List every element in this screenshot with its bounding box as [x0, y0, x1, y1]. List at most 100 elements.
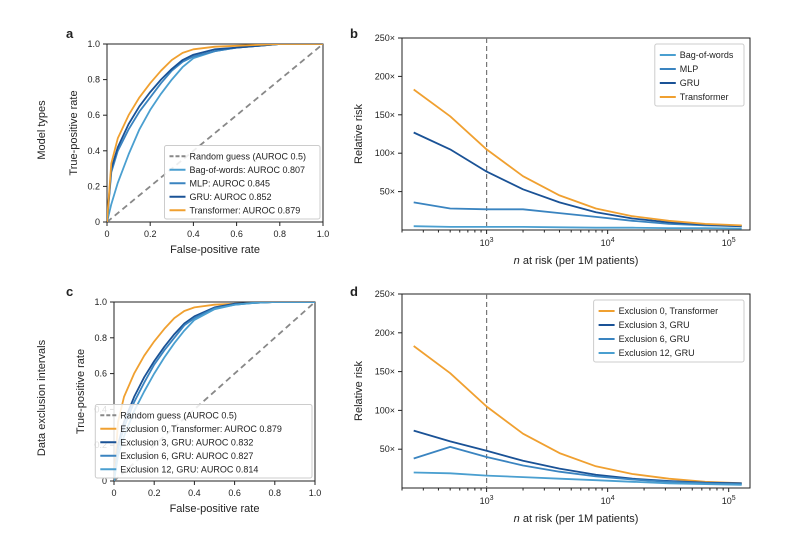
row-label-top: Model types: [36, 100, 48, 160]
series-line: [413, 446, 742, 485]
legend-label: Exclusion 3, GRU: [619, 320, 690, 330]
legend: Exclusion 0, Transformer Exclusion 3, GRU…: [593, 299, 745, 363]
y-axis-label: True-positive rate: [68, 90, 80, 175]
legend: Random guess (AUROC 0.5) Bag-of-words: AU…: [164, 145, 321, 220]
legend-label: Bag-of-words: AUROC 0.807: [190, 165, 306, 175]
series-line: [413, 131, 742, 228]
legend-label: Transformer: AUROC 0.879: [190, 205, 301, 215]
plot-frame: [106, 43, 324, 223]
legend-label: Bag-of-words: [680, 50, 734, 60]
y-tick-label: 200×: [375, 328, 395, 338]
panel-letter: c: [66, 284, 73, 299]
legend-label: Random guess (AUROC 0.5): [190, 151, 307, 161]
panel-c: c00.20.40.60.81.000.20.40.60.81.0False-p…: [66, 284, 321, 515]
legend-label: GRU: AUROC 0.852: [190, 192, 272, 202]
legend-label: Exclusion 0, Transformer: [619, 306, 719, 316]
y-tick-label: 200×: [375, 71, 395, 81]
y-axis-label: Relative risk: [353, 361, 365, 421]
legend-label: Transformer: [680, 92, 729, 102]
panel-letter: b: [350, 26, 358, 41]
legend-label: Exclusion 6, GRU: [619, 334, 690, 344]
legend-label: Random guess (AUROC 0.5): [120, 410, 237, 420]
series-group: [413, 345, 742, 486]
x-tick-label: 0.2: [144, 229, 157, 239]
y-tick-label: 250×: [375, 289, 395, 299]
panel-d: d 250× 200× 150× 100× 50× 103 104 105 n at risk (…: [350, 284, 751, 525]
x-tick-label: 0.2: [148, 488, 161, 498]
x-tick-label: 0: [104, 229, 109, 239]
legend-label: Exclusion 3, GRU: AUROC 0.832: [120, 437, 253, 447]
row-label-bottom: Data exclusion intervals: [36, 339, 48, 456]
y-tick-label: 0.6: [87, 110, 100, 120]
x-axis-label: False-positive rate: [170, 244, 260, 256]
legend-label: MLP: [680, 64, 699, 74]
series-group: [107, 44, 323, 222]
y-tick-label: 0.4: [87, 146, 100, 156]
x-tick-label: 0: [111, 488, 116, 498]
legend-label: Exclusion 12, GRU: [619, 348, 695, 358]
x-tick-label: 103: [480, 495, 494, 506]
x-tick-label: 0.4: [187, 229, 200, 239]
series-line: [107, 44, 323, 222]
plot-frame: [113, 301, 316, 482]
series-line: [413, 225, 742, 230]
y-tick-label: 0.8: [87, 75, 100, 85]
y-tick-label: 100×: [375, 405, 395, 415]
panel-letter: d: [350, 284, 358, 299]
y-tick-label: 0: [102, 476, 107, 486]
panel-b: b 250× 200× 150× 100× 50× 103 104 105 n at risk (…: [350, 26, 751, 267]
y-axis-label: True-positive rate: [75, 349, 87, 434]
x-axis-label: n at risk (per 1M patients): [514, 255, 639, 267]
x-tick-label: 0.8: [269, 488, 282, 498]
y-tick-label: 0.2: [87, 181, 100, 191]
series-line: [413, 88, 742, 227]
legend-label: GRU: [680, 78, 700, 88]
legend-frame: [593, 299, 745, 363]
series-line: [413, 345, 742, 485]
y-tick-label: 150×: [375, 110, 395, 120]
x-axis-label: n at risk (per 1M patients): [514, 513, 639, 525]
x-axis-label: False-positive rate: [170, 503, 260, 515]
series-group: [413, 88, 742, 230]
series-line: [413, 471, 742, 486]
y-tick-label: 0.8: [94, 333, 107, 343]
y-tick-label: 150×: [375, 367, 395, 377]
x-tick-label: 103: [480, 237, 494, 248]
legend-label: Exclusion 6, GRU: AUROC 0.827: [120, 451, 253, 461]
y-tick-label: 0.6: [94, 369, 107, 379]
x-tick-label: 105: [722, 495, 736, 506]
series-line: [413, 429, 742, 485]
y-tick-label: 250×: [375, 33, 395, 43]
legend-frame: [654, 43, 745, 107]
series-line: [413, 201, 742, 228]
y-tick-label: 50×: [380, 187, 395, 197]
y-tick-label: 1.0: [94, 297, 107, 307]
series-line: [107, 44, 323, 222]
y-tick-label: 1.0: [87, 39, 100, 49]
plot-frame: [401, 37, 751, 231]
legend-label: Exclusion 12, GRU: AUROC 0.814: [120, 464, 258, 474]
x-tick-label: 105: [722, 237, 736, 248]
y-axis-label: Relative risk: [353, 104, 365, 164]
x-tick-label: 1.0: [309, 488, 322, 498]
legend-frame: [94, 404, 313, 479]
legend-frame: [164, 145, 321, 220]
x-tick-label: 0.6: [230, 229, 243, 239]
x-tick-label: 0.6: [228, 488, 241, 498]
panel-a: a 0 0.2 0.4 0.6 0.8 1.0 0 0.2 0.4 0.6 0.8 1.0 False-p…: [66, 26, 329, 256]
x-tick-label: 1.0: [317, 229, 330, 239]
x-tick-label: 0.8: [274, 229, 287, 239]
y-tick-label: 50×: [380, 444, 395, 454]
legend: Bag-of-words MLP GRU Transformer: [654, 43, 745, 107]
panel-letter: a: [66, 26, 74, 41]
x-tick-label: 0.4: [188, 488, 201, 498]
legend-label: Exclusion 0, Transformer: AUROC 0.879: [120, 424, 282, 434]
y-tick-label: 0: [95, 217, 100, 227]
legend: Random guess (AUROC 0.5) Exclusion 0, Tra…: [94, 404, 313, 479]
x-tick-label: 104: [601, 237, 615, 248]
y-tick-label: 100×: [375, 148, 395, 158]
plot-frame: [401, 293, 751, 489]
legend-label: MLP: AUROC 0.845: [190, 178, 271, 188]
series-line: [107, 44, 323, 222]
